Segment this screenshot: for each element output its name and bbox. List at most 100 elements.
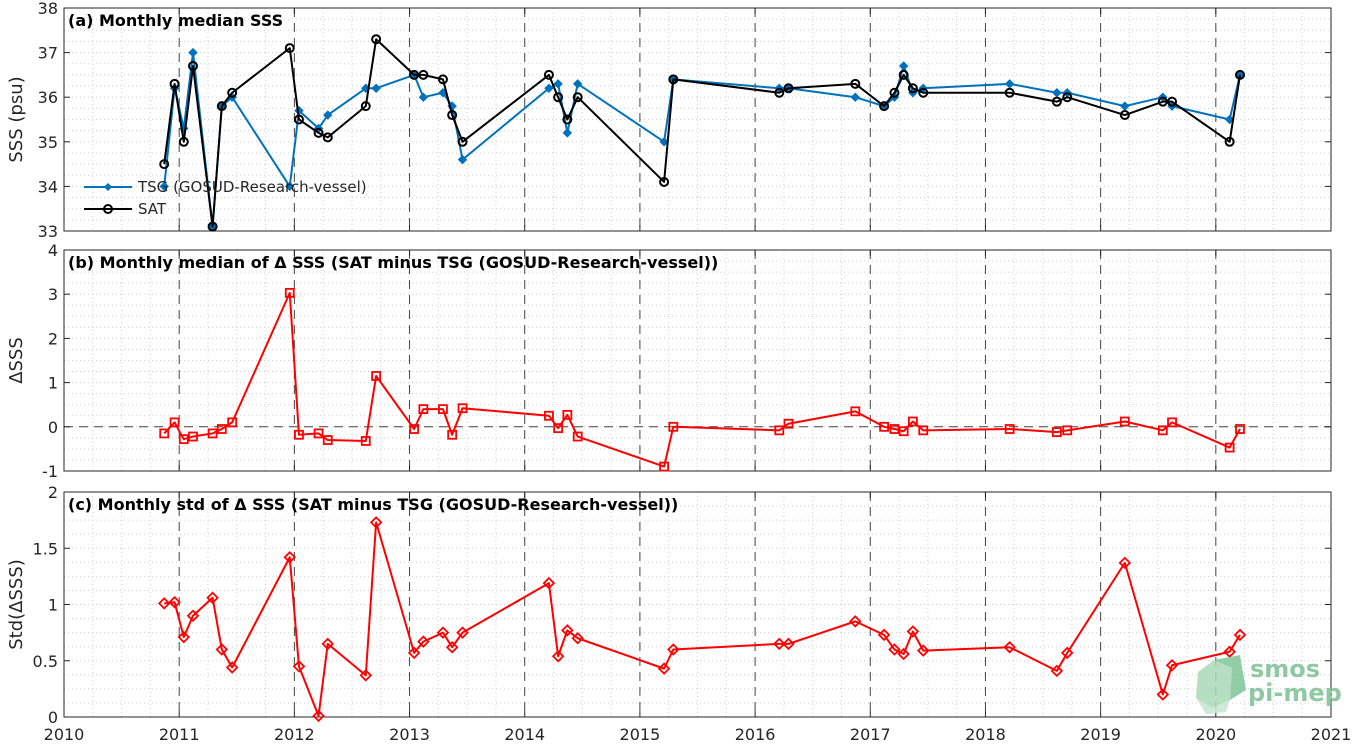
data-point (312, 709, 325, 723)
x-tick-label: 2020 (1195, 725, 1236, 744)
x-tick-label: 2010 (44, 725, 85, 744)
panel-a: 33 34 35 36 37 38 (a) Monthly median SSS SSS … (6, 0, 1332, 241)
x-tick-label: 2013 (389, 725, 430, 744)
data-point (371, 371, 382, 381)
data-point (782, 637, 795, 651)
data-point (292, 660, 306, 673)
series-line (163, 291, 1241, 468)
data-point (543, 69, 554, 80)
data-point (207, 428, 218, 439)
logo-mark (1196, 655, 1246, 714)
panel-c-ylabel: Std(ΔSSS) (6, 559, 27, 650)
y-tick-label: -1 (42, 462, 58, 481)
panel-b-ylabel: ΔSSS (6, 337, 27, 384)
data-point (313, 428, 324, 439)
y-tick-label: 1.5 (33, 539, 58, 558)
x-tick-label: 2016 (735, 725, 776, 744)
panel-a-ylabel: SSS (psu) (6, 76, 27, 162)
data-point (225, 661, 239, 674)
data-point (542, 576, 556, 590)
panel-b-title: (b) Monthly median of Δ SSS (SAT minus T… (68, 253, 718, 272)
data-point (889, 87, 900, 98)
data-point (783, 418, 794, 429)
data-point (369, 516, 383, 529)
data-point (159, 181, 169, 192)
data-point (1167, 417, 1177, 428)
data-point (285, 181, 295, 192)
data-point (418, 69, 429, 80)
data-point (313, 127, 324, 138)
data-point (850, 78, 861, 89)
data-point (1118, 556, 1132, 570)
y-tick-label: 0.5 (33, 652, 58, 671)
data-point (1052, 88, 1062, 98)
data-point (447, 429, 458, 440)
data-point (1120, 101, 1130, 111)
legend-sat-label: SAT (138, 200, 167, 218)
data-point (668, 421, 679, 432)
y-tick-label: 38 (38, 0, 58, 18)
data-point (898, 69, 909, 80)
data-point (906, 625, 920, 638)
data-point (879, 101, 890, 112)
data-point (417, 635, 430, 648)
data-point (918, 87, 929, 98)
data-point (573, 79, 583, 89)
data-point (227, 87, 238, 98)
data-point (438, 404, 448, 415)
data-point (877, 628, 891, 642)
data-point (371, 83, 381, 93)
data-point (553, 79, 563, 89)
data-point (774, 87, 785, 98)
data-point (1062, 92, 1073, 103)
data-point (169, 417, 180, 428)
panel-c-title: (c) Monthly std of Δ SSS (SAT minus TSG … (68, 495, 678, 514)
y-tick-label: 0 (48, 708, 58, 727)
data-point (169, 78, 180, 89)
data-point (1156, 688, 1170, 701)
y-tick-label: 34 (38, 177, 58, 196)
y-tick-label: 3 (48, 285, 58, 304)
data-point (572, 92, 583, 103)
data-point (1004, 79, 1015, 89)
data-point (177, 630, 191, 644)
data-point (178, 434, 189, 445)
data-point (188, 431, 198, 442)
y-tick-label: 36 (38, 88, 58, 107)
data-point (562, 114, 573, 125)
x-tick-label: 2011 (159, 725, 200, 744)
data-point (1119, 416, 1130, 427)
data-point (284, 43, 295, 54)
y-tick-label: 1 (48, 374, 58, 393)
data-point (1165, 658, 1179, 672)
logo-text-smos: smos (1250, 655, 1320, 683)
data-point (159, 428, 170, 439)
data-point (207, 221, 218, 232)
data-point (457, 403, 468, 414)
smos-pi-mep-logo: smos pi-mep (1196, 655, 1342, 714)
data-point (168, 595, 181, 609)
data-point (907, 416, 918, 427)
data-point (551, 649, 565, 663)
data-point (659, 176, 670, 187)
data-point (293, 114, 304, 125)
panel-c: 0 0.5 1 1.5 2 2010 2011 2012 2013 2014 2015 2016 201… (6, 483, 1351, 744)
data-point (1004, 87, 1015, 98)
y-tick-label: 0 (48, 418, 58, 437)
data-point (773, 637, 786, 651)
data-point (1062, 425, 1073, 436)
data-point (1233, 628, 1247, 642)
data-point (659, 137, 669, 147)
data-point (1224, 136, 1235, 147)
x-tick-label: 2021 (1311, 725, 1352, 744)
panel-a-title: (a) Monthly median SSS (68, 11, 283, 30)
data-point (889, 424, 900, 434)
data-point (284, 287, 295, 298)
data-point (897, 647, 910, 661)
data-point (1050, 664, 1064, 678)
data-point (774, 425, 785, 436)
axes-frame (63, 7, 1332, 232)
data-point (659, 461, 669, 472)
data-point (907, 83, 918, 94)
